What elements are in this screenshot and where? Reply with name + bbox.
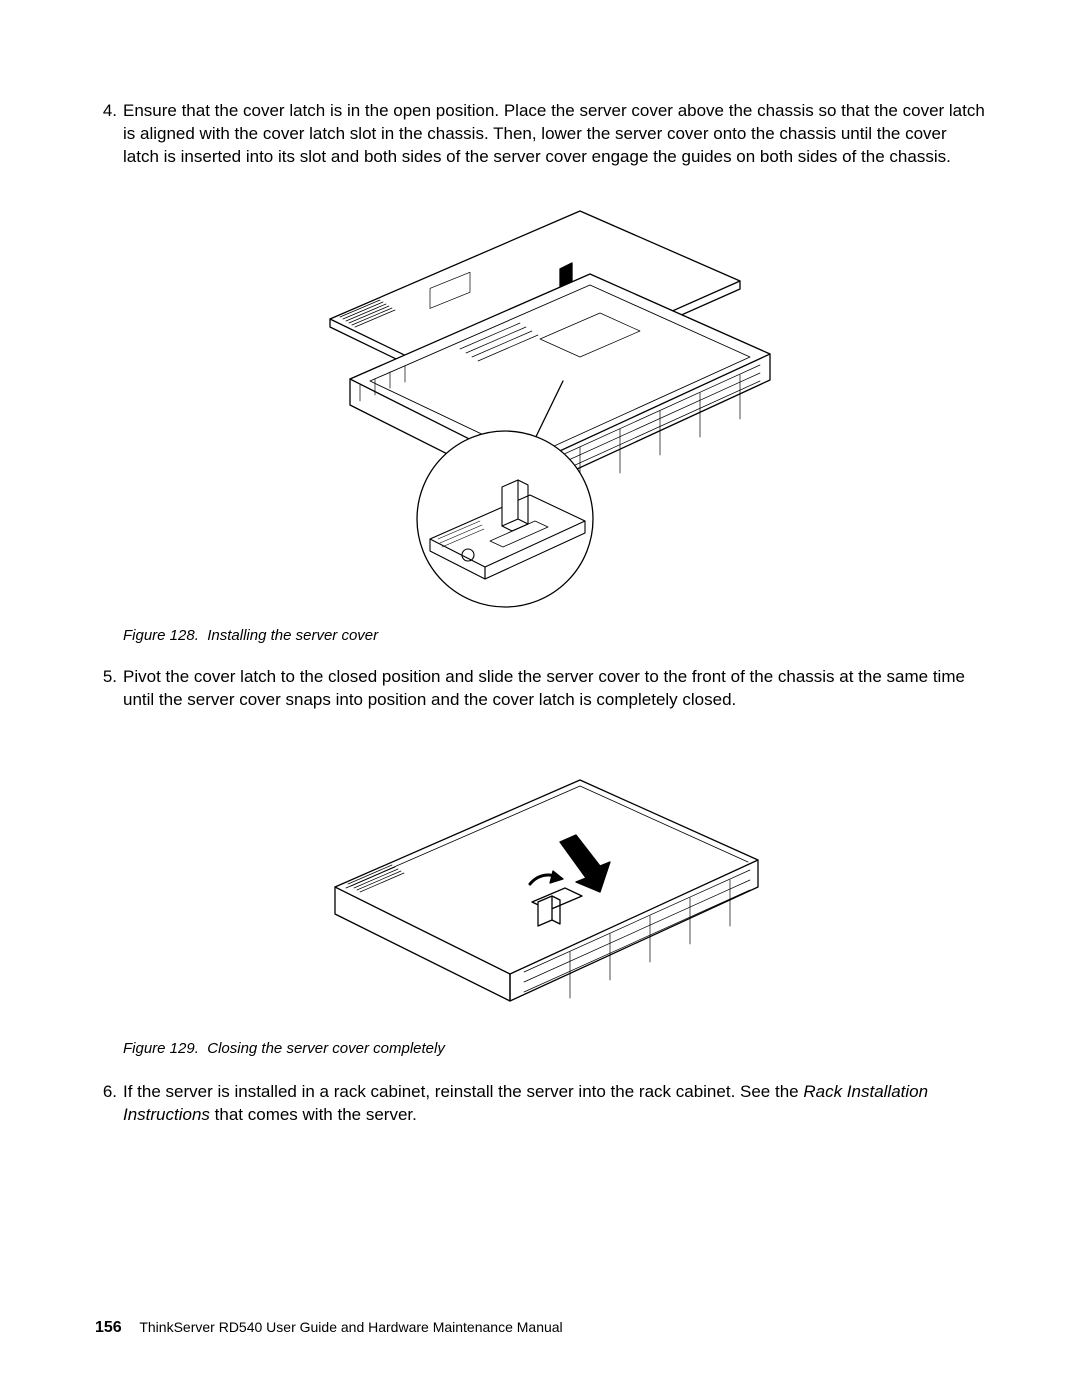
- figure-129-caption-text: Closing the server cover completely: [207, 1040, 445, 1057]
- server-cover-close-diagram: [280, 752, 800, 1022]
- figure-128-label: Figure 128.: [123, 627, 199, 644]
- figure-128-image: [95, 199, 985, 609]
- page-number: 156: [95, 1319, 122, 1336]
- step-5-number: 5.: [95, 666, 123, 712]
- step-4-text: Ensure that the cover latch is in the op…: [123, 100, 985, 169]
- footer-text: ThinkServer RD540 User Guide and Hardwar…: [139, 1319, 562, 1335]
- figure-129-caption: Figure 129. Closing the server cover com…: [123, 1040, 985, 1057]
- step-4: 4. Ensure that the cover latch is in the…: [95, 100, 985, 169]
- server-cover-install-diagram: [280, 199, 800, 609]
- figure-129-label: Figure 129.: [123, 1040, 199, 1057]
- step-6-pre: If the server is installed in a rack cab…: [123, 1082, 803, 1101]
- step-5-text: Pivot the cover latch to the closed posi…: [123, 666, 985, 712]
- figure-128-caption: Figure 128. Installing the server cover: [123, 627, 985, 644]
- figure-128-caption-text: Installing the server cover: [207, 627, 378, 644]
- figure-129: Figure 129. Closing the server cover com…: [95, 752, 985, 1057]
- step-5: 5. Pivot the cover latch to the closed p…: [95, 666, 985, 712]
- step-6-text: If the server is installed in a rack cab…: [123, 1081, 985, 1127]
- figure-129-image: [95, 752, 985, 1022]
- page: 4. Ensure that the cover latch is in the…: [0, 0, 1080, 1397]
- step-4-number: 4.: [95, 100, 123, 169]
- page-footer: 156 ThinkServer RD540 User Guide and Har…: [95, 1319, 563, 1337]
- step-6-post: that comes with the server.: [210, 1105, 417, 1124]
- step-6-number: 6.: [95, 1081, 123, 1127]
- figure-128: Figure 128. Installing the server cover: [95, 199, 985, 644]
- step-6: 6. If the server is installed in a rack …: [95, 1081, 985, 1127]
- content-area: 4. Ensure that the cover latch is in the…: [95, 100, 985, 1127]
